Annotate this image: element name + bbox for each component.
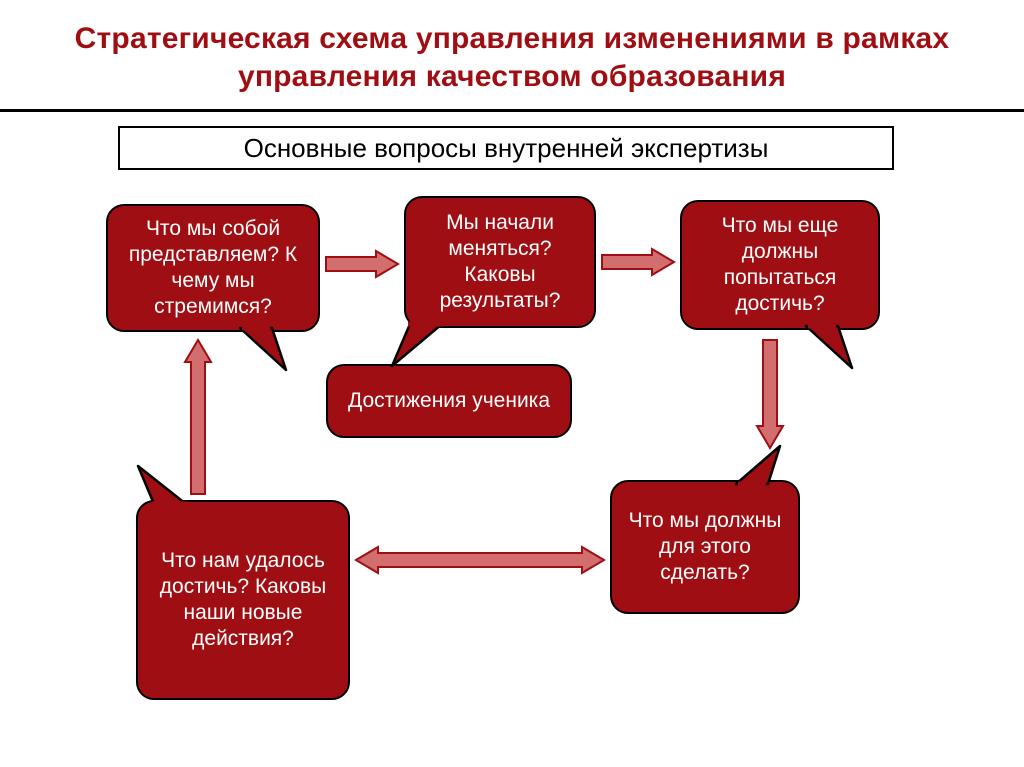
- node-label: Достижения ученика: [348, 388, 550, 414]
- flow-node-n5: Что нам удалось достичь? Каковы наши нов…: [136, 500, 350, 700]
- flow-node-n3: Что мы еще должны попытаться достичь?: [680, 200, 880, 330]
- title-underline: [0, 109, 1024, 112]
- page-title: Стратегическая схема управления изменени…: [0, 0, 1024, 103]
- arrow: [326, 251, 398, 277]
- arrow: [602, 249, 674, 275]
- subtitle-box: Основные вопросы внутренней экспертизы: [118, 126, 894, 170]
- arrow: [356, 547, 604, 573]
- node-label: Что мы собой представляем? К чему мы стр…: [116, 216, 310, 321]
- arrow: [185, 340, 211, 494]
- node-label: Что мы должны для этого сделать?: [620, 508, 790, 587]
- flow-node-n4: Достижения ученика: [326, 364, 572, 438]
- arrow: [757, 340, 783, 448]
- flow-node-n6: Что мы должны для этого сделать?: [610, 480, 800, 614]
- subtitle-text: Основные вопросы внутренней экспертизы: [244, 133, 769, 164]
- flow-node-n2: Мы начали меняться? Каковы результаты?: [404, 196, 596, 328]
- flow-node-n1: Что мы собой представляем? К чему мы стр…: [106, 204, 320, 332]
- node-label: Что нам удалось достичь? Каковы наши нов…: [146, 548, 340, 653]
- node-label: Мы начали меняться? Каковы результаты?: [414, 210, 586, 315]
- node-label: Что мы еще должны попытаться достичь?: [690, 213, 870, 318]
